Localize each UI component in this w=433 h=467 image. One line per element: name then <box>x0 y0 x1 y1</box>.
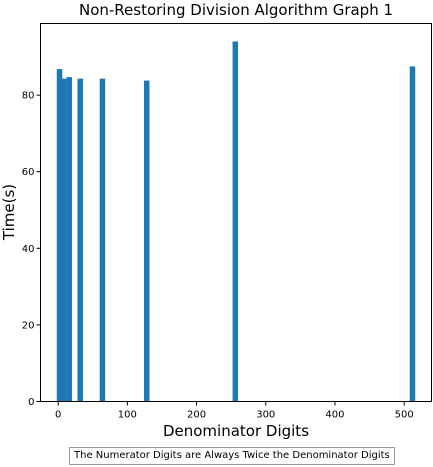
bar-256 <box>232 41 239 402</box>
bar-128 <box>143 80 150 402</box>
y-tick-label-40: 40 <box>22 244 35 255</box>
bar-512 <box>409 66 416 402</box>
bar-4 <box>58 81 64 402</box>
y-tick-label-0: 0 <box>28 397 34 408</box>
x-tick-label-400: 400 <box>325 410 344 421</box>
plot-frame <box>40 23 432 402</box>
bar-64 <box>99 78 106 402</box>
x-tick-label-200: 200 <box>187 410 206 421</box>
y-ticks: 0 20 40 60 80 <box>22 91 41 408</box>
x-tick-label-100: 100 <box>118 410 137 421</box>
chart-title: Non-Restoring Division Algorithm Graph 1 <box>79 1 393 19</box>
x-ticks: 0 100 200 300 400 500 <box>55 401 414 421</box>
x-tick-label-300: 300 <box>256 410 275 421</box>
y-tick-label-80: 80 <box>22 91 35 102</box>
caption-box: The Numerator Digits are Always Twice th… <box>69 447 395 465</box>
bar-32 <box>77 78 84 402</box>
x-tick-label-0: 0 <box>55 410 61 421</box>
x-tick-label-500: 500 <box>395 410 414 421</box>
x-axis-label: Denominator Digits <box>163 422 309 440</box>
y-axis-label: Time(s) <box>0 184 18 241</box>
bar-8 <box>60 78 67 402</box>
y-tick-label-20: 20 <box>22 320 35 331</box>
bars <box>56 41 416 402</box>
bar-16 <box>66 77 72 402</box>
y-tick-label-60: 60 <box>22 167 35 178</box>
